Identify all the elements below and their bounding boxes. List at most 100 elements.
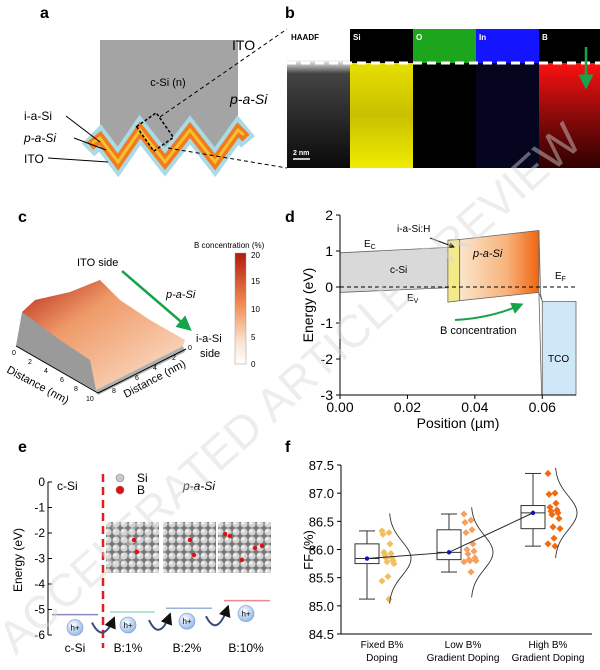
data-point	[390, 560, 398, 568]
category-label: Gradient Doping	[512, 653, 585, 664]
data-point	[545, 490, 553, 498]
i-a-si-h-label: i-a-Si:H	[397, 224, 430, 235]
data-point	[385, 595, 393, 603]
data-point	[383, 558, 391, 566]
band-edge	[538, 230, 543, 396]
panel-c-3d-surface: 0 2 4 6 8 10 0 2 4 6 8 Distance (nm) Dis…	[5, 241, 265, 407]
box	[436, 529, 462, 561]
y-tick-label: -5	[34, 603, 45, 617]
data-point	[378, 577, 386, 585]
panel-label-b: b	[285, 5, 295, 22]
data-point	[468, 526, 476, 534]
panel-d-band-diagram: 2 1 0 -1 -2 -30.00 0.02 0.04 0.06 Position (µm) En…	[300, 207, 577, 431]
y-tick-label: 2	[325, 207, 333, 223]
hole-label: h+	[70, 624, 79, 633]
pointer-arrow-icon	[429, 237, 455, 249]
data-point	[464, 550, 472, 558]
tick: 8	[74, 386, 78, 393]
y-tick-label: -3	[321, 387, 334, 403]
category-label: B:1%	[114, 641, 143, 655]
panel-label-e: e	[18, 439, 27, 456]
tick: 6	[60, 377, 64, 384]
boron-atom	[222, 531, 228, 537]
boron-atom	[252, 545, 258, 551]
x-tick-label: 0.04	[461, 399, 488, 415]
hole-icon	[178, 612, 196, 630]
i-a-si-label-c: i-a-Si	[196, 333, 222, 345]
surface-top	[22, 280, 185, 390]
ito-side-label: ITO side	[77, 257, 118, 269]
boron-atom	[131, 537, 137, 543]
green-arrow-icon	[454, 302, 524, 321]
ito-label: ITO	[232, 37, 255, 53]
tco-label: TCO	[548, 354, 569, 365]
panel-label-f: f	[285, 439, 291, 456]
panel-label-c: c	[18, 209, 27, 226]
y-axis-label: Energy (eV)	[11, 528, 25, 592]
legend-label: B	[137, 483, 145, 497]
y-tick-label: -2	[34, 526, 45, 540]
p-a-si-label-c: p-a-Si	[165, 289, 196, 301]
x-axis-label: Position (µm)	[417, 415, 500, 431]
category-label: c-Si	[65, 641, 86, 655]
category-label: Doping	[366, 653, 398, 664]
data-point	[461, 518, 469, 526]
panel-label-a: a	[40, 5, 49, 22]
hole-label: h+	[241, 610, 250, 619]
tick: 10	[86, 396, 94, 403]
hop-arrow-icon	[205, 604, 231, 627]
tick: 0	[12, 350, 16, 357]
c-si-top-label: c-Si	[57, 479, 78, 493]
p-a-si-label: p-a-Si	[229, 91, 268, 107]
data-point	[556, 525, 564, 533]
tick: 4	[153, 365, 157, 372]
hole-label: h+	[182, 617, 191, 626]
y-tick-label: 87.0	[309, 486, 334, 501]
atomic-structure-image	[163, 522, 216, 573]
category-label: Low B%	[445, 640, 482, 651]
y-tick-label: 0	[325, 279, 333, 295]
ef-label: EF	[555, 271, 566, 283]
data-point	[460, 558, 468, 566]
y-tick-label: -1	[321, 315, 334, 331]
data-point	[460, 510, 468, 518]
i-a-si-layer	[91, 127, 245, 165]
data-point	[466, 557, 474, 565]
hop-arrow-icon	[148, 612, 173, 631]
data-point	[379, 530, 387, 538]
data-point	[544, 540, 552, 548]
y-tick-label: 0	[38, 475, 45, 489]
hole-icon	[66, 619, 84, 636]
y-tick-label: 84.5	[309, 627, 334, 642]
legend-marker-si	[115, 473, 125, 483]
tick: 4	[44, 368, 48, 375]
tile-label: HAADF	[291, 33, 319, 42]
y-tick-label: 85.0	[309, 599, 334, 614]
zoom-box	[135, 111, 175, 153]
p-a-si-top-label: p-a-Si	[182, 479, 215, 493]
boron-atom	[259, 543, 265, 549]
data-point	[552, 499, 560, 507]
tile-label: B	[542, 33, 548, 42]
boron-atom	[134, 549, 140, 555]
hole-icon	[119, 616, 137, 634]
y-tick-label: -3	[34, 552, 45, 566]
mean-marker	[446, 550, 452, 555]
layer-label-i: i-a-Si	[24, 109, 52, 123]
band-region-tco	[541, 300, 577, 396]
distribution-curve	[471, 507, 494, 598]
panel-label-d: d	[285, 209, 295, 226]
panel-a-schematic: c-Si (n) i-a-Si p-a-Si ITO	[23, 28, 288, 178]
y-tick-label: 87.5	[309, 458, 334, 473]
data-point	[385, 529, 393, 537]
category-label: B:2%	[173, 641, 202, 655]
x-tick-label: 0.00	[326, 399, 353, 415]
side-label-c: side	[200, 348, 220, 360]
distribution-curve	[389, 513, 412, 604]
category-label: High B%	[529, 640, 568, 651]
tick: 6	[135, 375, 139, 382]
distribution-curve	[555, 467, 578, 559]
colorbar-ticks: 20 15 10 5 0	[251, 251, 260, 369]
hole-icon	[237, 605, 255, 622]
y-tick-label: 1	[325, 243, 333, 259]
